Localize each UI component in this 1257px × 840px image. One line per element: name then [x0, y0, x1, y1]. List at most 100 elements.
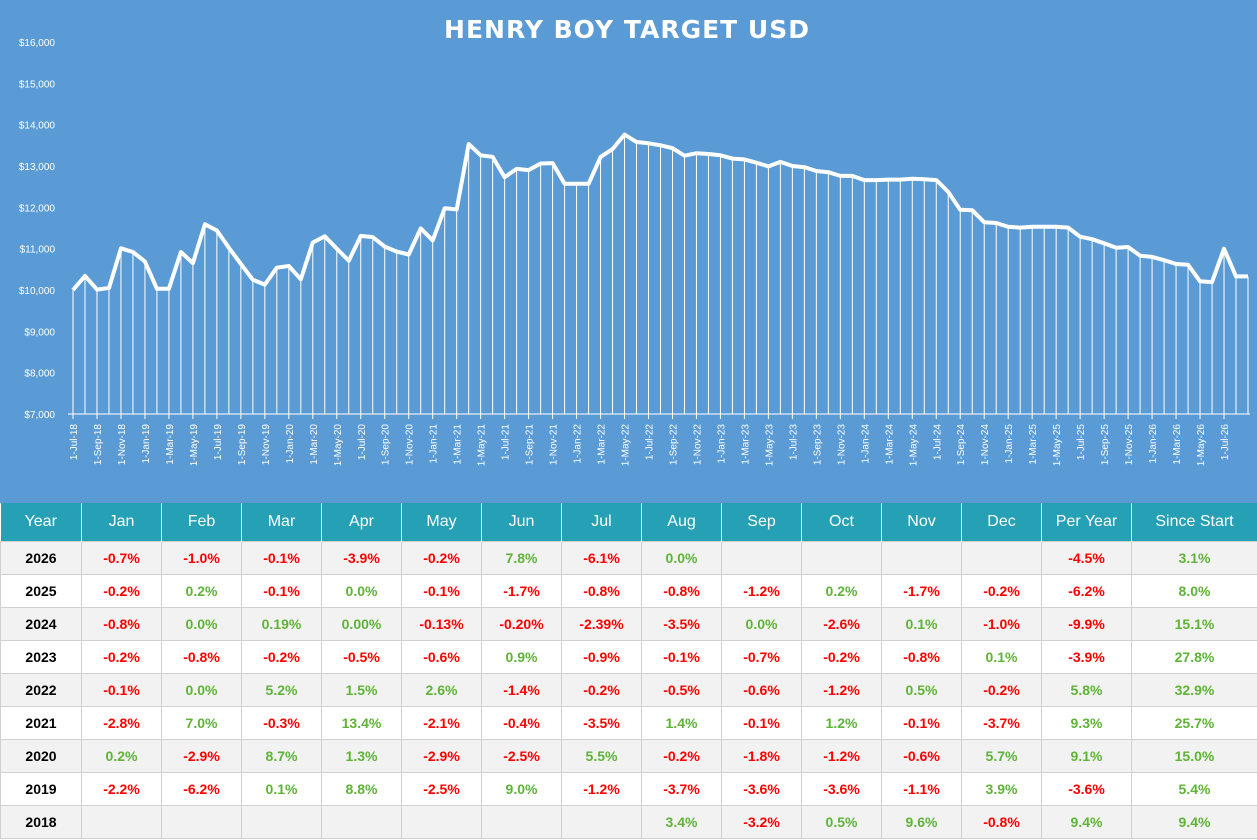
x-tick-label: 1-May-20	[333, 424, 344, 467]
return-cell: -0.6%	[881, 739, 962, 773]
return-cell: -0.2%	[801, 640, 882, 674]
x-tick-label: 1-Nov-18	[117, 424, 128, 466]
return-cell: 0.0%	[161, 607, 242, 641]
return-cell: 0.5%	[881, 673, 962, 707]
return-cell: 5.2%	[241, 673, 322, 707]
return-cell: -0.5%	[641, 673, 722, 707]
x-tick-label: 1-May-25	[1052, 424, 1063, 467]
return-cell: -3.2%	[721, 805, 802, 839]
return-cell: 8.7%	[241, 739, 322, 773]
x-tick-label: 1-Sep-22	[668, 424, 679, 466]
x-tick-label: 1-Sep-24	[956, 424, 967, 466]
x-tick-label: 1-Sep-20	[381, 424, 392, 466]
return-cell: -0.2%	[401, 541, 482, 575]
column-header: Mar	[241, 503, 322, 542]
y-tick-label: $12,000	[19, 203, 56, 214]
column-header: Sep	[721, 503, 802, 542]
return-cell: -6.2%	[161, 772, 242, 806]
x-tick-label: 1-Sep-25	[1100, 424, 1111, 466]
return-cell: 0.0%	[321, 574, 402, 608]
return-cell: -0.1%	[241, 541, 322, 575]
x-tick-label: 1-Mar-21	[453, 424, 464, 465]
column-header: Feb	[161, 503, 242, 542]
column-header: Apr	[321, 503, 402, 542]
return-cell: 13.4%	[321, 706, 402, 740]
y-tick-label: $13,000	[19, 162, 56, 173]
return-cell: 0.1%	[881, 607, 962, 641]
x-tick-label: 1-Sep-21	[525, 424, 536, 466]
y-tick-label: $15,000	[19, 79, 56, 90]
return-cell: 8.8%	[321, 772, 402, 806]
return-cell: -0.9%	[561, 640, 642, 674]
return-cell: 5.8%	[1041, 673, 1132, 707]
return-cell: -6.1%	[561, 541, 642, 575]
x-tick-label: 1-Mar-24	[884, 424, 895, 465]
table-row: 2021 -2.8% 7.0% -0.3% 13.4% -2.1% -0.4% -3.5% 1.…	[0, 706, 1257, 740]
return-cell: -0.1%	[241, 574, 322, 608]
return-cell	[561, 805, 642, 839]
return-cell: -2.8%	[81, 706, 162, 740]
x-tick-label: 1-Jan-22	[573, 424, 584, 464]
column-header: Year	[0, 503, 82, 542]
x-tick-label: 1-Mar-19	[165, 424, 176, 465]
return-cell: -2.1%	[401, 706, 482, 740]
return-cell: -0.1%	[881, 706, 962, 740]
return-cell: -0.7%	[721, 640, 802, 674]
x-tick-label: 1-Jul-20	[357, 424, 368, 461]
x-tick-label: 1-Sep-19	[237, 424, 248, 466]
return-cell: 0.1%	[961, 640, 1042, 674]
x-tick-label: 1-Nov-23	[836, 424, 847, 466]
year-cell: 2022	[0, 673, 82, 707]
return-cell: -0.4%	[481, 706, 562, 740]
return-cell: -1.2%	[801, 739, 882, 773]
return-cell: 7.8%	[481, 541, 562, 575]
return-cell: -1.4%	[481, 673, 562, 707]
y-tick-label: $14,000	[19, 121, 56, 132]
return-cell: -3.9%	[1041, 640, 1132, 674]
column-header: Per Year	[1041, 503, 1132, 542]
x-tick-label: 1-Jan-23	[716, 424, 727, 464]
return-cell: 0.2%	[161, 574, 242, 608]
column-header: Jul	[561, 503, 642, 542]
return-cell: -0.8%	[961, 805, 1042, 839]
return-cell: -2.39%	[561, 607, 642, 641]
return-cell: -1.8%	[721, 739, 802, 773]
return-cell: 0.19%	[241, 607, 322, 641]
return-cell: -4.5%	[1041, 541, 1132, 575]
x-tick-label: 1-May-22	[621, 424, 632, 467]
x-tick-label: 1-Mar-26	[1172, 424, 1183, 465]
return-cell: -0.2%	[81, 640, 162, 674]
return-cell: -0.7%	[81, 541, 162, 575]
year-cell: 2026	[0, 541, 82, 575]
return-cell: 5.5%	[561, 739, 642, 773]
return-cell: -3.6%	[1041, 772, 1132, 806]
x-tick-label: 1-Mar-20	[309, 424, 320, 465]
x-tick-label: 1-Nov-20	[405, 424, 416, 466]
column-header: May	[401, 503, 482, 542]
line-chart: HENRY BOY TARGET USD $7,000 $8,000 $9,000 $1…	[19, 15, 1250, 467]
x-tick-label: 1-Jan-20	[285, 424, 296, 464]
x-tick-label: 1-Mar-23	[740, 424, 751, 465]
return-cell: -0.1%	[81, 673, 162, 707]
return-cell: -0.6%	[401, 640, 482, 674]
return-cell: -2.9%	[401, 739, 482, 773]
return-cell: -0.6%	[721, 673, 802, 707]
return-cell: 9.4%	[1131, 805, 1257, 839]
column-header: Nov	[881, 503, 962, 542]
return-cell: 15.0%	[1131, 739, 1257, 773]
x-tick-label: 1-May-21	[477, 424, 488, 467]
return-cell: 0.00%	[321, 607, 402, 641]
column-header: Oct	[801, 503, 882, 542]
return-cell: 0.9%	[481, 640, 562, 674]
x-tick-label: 1-Mar-25	[1028, 424, 1039, 465]
table-row: 2022 -0.1% 0.0% 5.2% 1.5% 2.6% -1.4% -0.2% -0.5%…	[0, 673, 1257, 707]
return-cell: 0.0%	[161, 673, 242, 707]
return-cell: -0.1%	[401, 574, 482, 608]
y-tick-label: $16,000	[19, 38, 56, 49]
x-tick-label: 1-Mar-22	[597, 424, 608, 465]
x-tick-label: 1-Nov-19	[261, 424, 272, 466]
return-cell: -1.7%	[881, 574, 962, 608]
return-cell: -0.3%	[241, 706, 322, 740]
year-cell: 2025	[0, 574, 82, 608]
return-cell: 25.7%	[1131, 706, 1257, 740]
